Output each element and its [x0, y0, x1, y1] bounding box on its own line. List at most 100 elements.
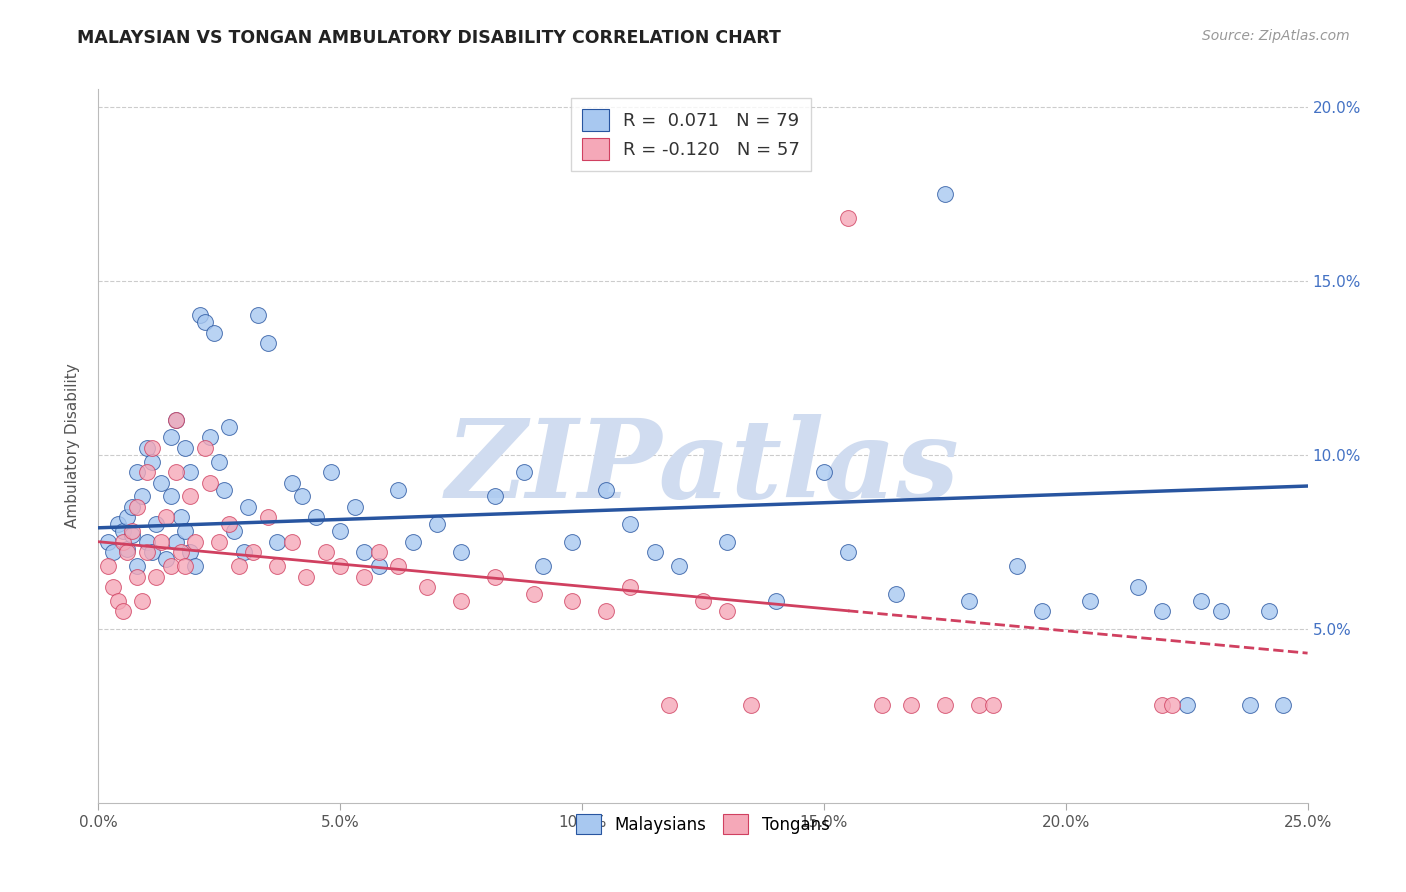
Point — [837, 211, 859, 225]
Point — [870, 698, 893, 713]
Point — [174, 559, 197, 574]
Point — [232, 545, 254, 559]
Point — [967, 698, 990, 713]
Point — [765, 594, 787, 608]
Point — [174, 524, 197, 539]
Point — [1031, 604, 1053, 618]
Point — [319, 465, 342, 479]
Point — [353, 569, 375, 583]
Point — [141, 441, 163, 455]
Y-axis label: Ambulatory Disability: Ambulatory Disability — [65, 364, 80, 528]
Point — [208, 534, 231, 549]
Point — [1128, 580, 1150, 594]
Point — [256, 510, 278, 524]
Point — [256, 336, 278, 351]
Point — [266, 559, 288, 574]
Point — [204, 326, 226, 340]
Point — [194, 315, 217, 329]
Point — [450, 594, 472, 608]
Point — [981, 698, 1004, 713]
Point — [212, 483, 235, 497]
Point — [135, 465, 157, 479]
Point — [484, 569, 506, 583]
Point — [198, 475, 221, 490]
Point — [184, 559, 207, 574]
Point — [934, 698, 956, 713]
Point — [238, 500, 260, 514]
Point — [198, 430, 221, 444]
Point — [135, 545, 157, 559]
Point — [121, 528, 143, 542]
Point — [368, 545, 391, 559]
Point — [165, 534, 187, 549]
Point — [1007, 559, 1029, 574]
Point — [135, 441, 157, 455]
Point — [619, 580, 641, 594]
Point — [900, 698, 922, 713]
Point — [329, 559, 352, 574]
Point — [1189, 594, 1212, 608]
Point — [155, 510, 177, 524]
Point — [402, 534, 425, 549]
Point — [107, 594, 129, 608]
Point — [97, 559, 120, 574]
Point — [426, 517, 449, 532]
Text: MALAYSIAN VS TONGAN AMBULATORY DISABILITY CORRELATION CHART: MALAYSIAN VS TONGAN AMBULATORY DISABILIT… — [77, 29, 782, 46]
Point — [97, 534, 120, 549]
Text: ZIPatlas: ZIPatlas — [446, 414, 960, 521]
Point — [131, 490, 153, 504]
Point — [127, 569, 149, 583]
Point — [387, 559, 409, 574]
Point — [1161, 698, 1184, 713]
Point — [353, 545, 375, 559]
Point — [179, 545, 201, 559]
Point — [290, 490, 312, 504]
Point — [150, 534, 173, 549]
Point — [127, 559, 149, 574]
Point — [155, 552, 177, 566]
Point — [523, 587, 546, 601]
Point — [208, 455, 231, 469]
Point — [513, 465, 536, 479]
Point — [218, 420, 240, 434]
Point — [135, 534, 157, 549]
Point — [1209, 604, 1232, 618]
Point — [188, 309, 211, 323]
Point — [111, 604, 134, 618]
Point — [813, 465, 835, 479]
Point — [531, 559, 554, 574]
Point — [740, 698, 762, 713]
Point — [295, 569, 318, 583]
Point — [247, 309, 270, 323]
Point — [837, 545, 859, 559]
Point — [281, 475, 304, 490]
Point — [145, 517, 167, 532]
Text: Source: ZipAtlas.com: Source: ZipAtlas.com — [1202, 29, 1350, 43]
Point — [957, 594, 980, 608]
Point — [242, 545, 264, 559]
Point — [343, 500, 366, 514]
Point — [165, 413, 187, 427]
Point — [266, 534, 288, 549]
Point — [141, 545, 163, 559]
Point — [228, 559, 250, 574]
Point — [934, 186, 956, 201]
Point — [644, 545, 666, 559]
Point — [179, 490, 201, 504]
Point — [165, 413, 187, 427]
Point — [1239, 698, 1261, 713]
Point — [121, 524, 143, 539]
Point — [368, 559, 391, 574]
Point — [1272, 698, 1295, 713]
Point — [416, 580, 439, 594]
Point — [716, 534, 738, 549]
Point — [174, 441, 197, 455]
Point — [141, 455, 163, 469]
Point — [658, 698, 681, 713]
Point — [886, 587, 908, 601]
Point — [561, 594, 583, 608]
Point — [131, 594, 153, 608]
Point — [561, 534, 583, 549]
Point — [107, 517, 129, 532]
Point — [111, 524, 134, 539]
